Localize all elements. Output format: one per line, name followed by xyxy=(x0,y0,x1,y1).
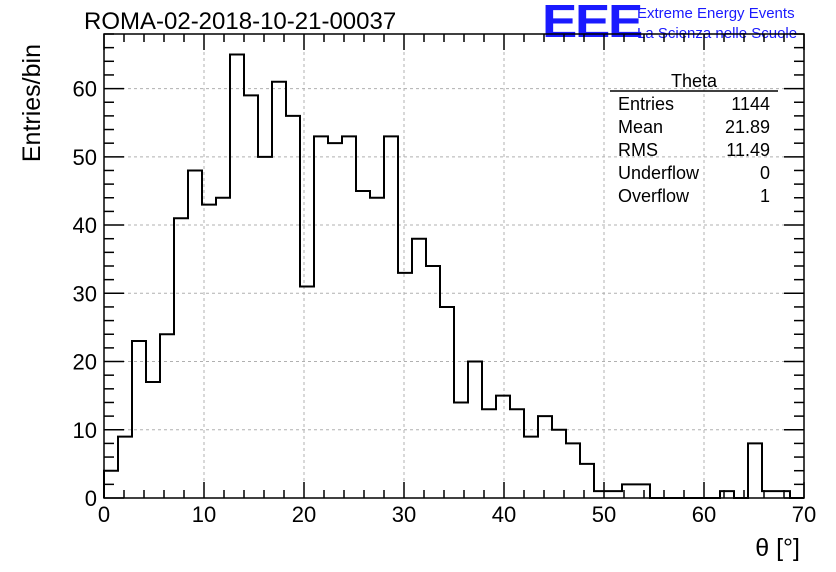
grid xyxy=(104,34,804,498)
x-tick-label: 0 xyxy=(98,502,110,527)
histogram-bin xyxy=(552,430,566,498)
histogram-bin xyxy=(608,491,622,498)
y-tick-label: 50 xyxy=(73,145,97,170)
histogram-bin xyxy=(454,402,468,498)
x-tick-label: 10 xyxy=(192,502,216,527)
histogram-bin xyxy=(594,491,608,498)
stats-value: 1 xyxy=(760,186,770,206)
histogram-bin xyxy=(482,409,496,498)
histogram-bin xyxy=(132,341,146,498)
stats-value: 21.89 xyxy=(725,117,770,137)
histogram-bin xyxy=(566,443,580,498)
histogram-bin xyxy=(398,273,412,498)
histogram-bin xyxy=(272,82,286,498)
x-tick-label: 20 xyxy=(292,502,316,527)
histogram-bin xyxy=(580,464,594,498)
eee-logo: EEE Extreme Energy Events La Scienza nel… xyxy=(542,0,832,47)
histogram-bin xyxy=(440,307,454,498)
histogram-bin xyxy=(342,136,356,498)
histogram-bin xyxy=(370,198,384,498)
histogram-bin xyxy=(146,382,160,498)
histogram-bin xyxy=(496,396,510,498)
histogram-bin xyxy=(286,116,300,498)
y-axis-label: Entries/bin xyxy=(18,44,46,162)
histogram-bin xyxy=(328,143,342,498)
stats-label: Entries xyxy=(618,94,674,114)
histogram-bin xyxy=(384,136,398,498)
y-tick-label: 30 xyxy=(73,281,97,306)
histogram-bin xyxy=(300,286,314,498)
histogram-bin xyxy=(356,191,370,498)
histogram-bin xyxy=(258,157,272,498)
histogram-bin xyxy=(118,437,132,498)
histogram-bin xyxy=(720,491,734,498)
histogram-bin xyxy=(776,491,790,498)
y-tick-label: 10 xyxy=(73,418,97,443)
stats-label: Overflow xyxy=(618,186,690,206)
histogram-bin xyxy=(216,198,230,498)
histogram-bins xyxy=(104,54,790,498)
y-tick-label: 20 xyxy=(73,350,97,375)
logo-line-1: Extreme Energy Events xyxy=(637,5,795,22)
histogram-bin xyxy=(538,416,552,498)
stats-box: Theta Entries 1144 Mean 21.89 RMS 11.49 Underf… xyxy=(610,71,778,206)
histogram-bin xyxy=(230,54,244,498)
histogram-bin xyxy=(188,170,202,498)
histogram-bin xyxy=(174,218,188,498)
histogram-bin xyxy=(510,409,524,498)
histogram-bin xyxy=(412,239,426,498)
histogram-bin xyxy=(748,443,762,498)
stats-value: 11.49 xyxy=(726,140,770,160)
y-tick-label: 40 xyxy=(73,213,97,238)
histogram-bin xyxy=(426,266,440,498)
x-tick-label: 40 xyxy=(492,502,516,527)
x-axis-label: θ [°] xyxy=(755,534,800,562)
x-tick-label: 50 xyxy=(592,502,616,527)
x-tick-label: 60 xyxy=(692,502,716,527)
logo-mark: EEE xyxy=(542,0,643,47)
y-tick-label: 60 xyxy=(73,77,97,102)
histogram-bin xyxy=(244,95,258,498)
stats-rows: Entries 1144 Mean 21.89 RMS 11.49 Underflow 0 Ov… xyxy=(618,94,770,206)
stats-value: 0 xyxy=(760,163,770,183)
y-tick-label: 0 xyxy=(85,486,97,511)
y-tick-labels: 0 10 20 30 40 50 60 xyxy=(73,77,97,511)
histogram-bin xyxy=(636,484,650,498)
axis-ticks xyxy=(103,33,805,499)
stats-title: Theta xyxy=(671,71,718,91)
histogram-bin xyxy=(524,437,538,498)
x-tick-labels: 0 10 20 30 40 50 60 70 xyxy=(98,502,816,527)
histogram-bin xyxy=(314,136,328,498)
x-tick-label: 30 xyxy=(392,502,416,527)
stats-label: RMS xyxy=(618,140,658,160)
plot-frame xyxy=(103,33,805,499)
stats-label: Mean xyxy=(618,117,663,137)
x-tick-label: 70 xyxy=(792,502,816,527)
histogram-series-line xyxy=(103,53,804,499)
stats-value: 1144 xyxy=(731,94,770,114)
histogram-bin xyxy=(202,205,216,498)
histogram-bin xyxy=(160,334,174,498)
plot-title: ROMA-02-2018-10-21-00037 xyxy=(84,8,397,35)
stats-label: Underflow xyxy=(618,163,700,183)
